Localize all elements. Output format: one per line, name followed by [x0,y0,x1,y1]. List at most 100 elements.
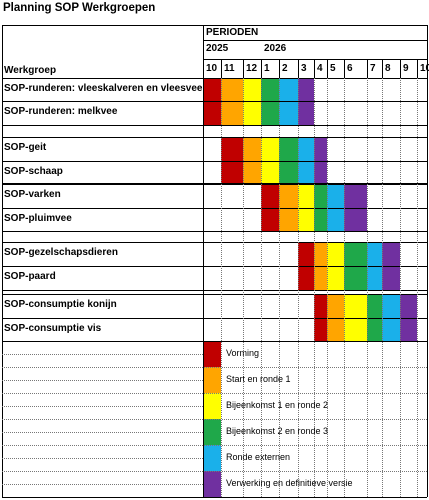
phase-cell-definitief [400,294,417,318]
grid-line [2,432,203,433]
grid-line [2,208,427,209]
group-name: SOP-runderen: vleeskalveren en vleesvee [4,82,203,94]
grid-line [2,78,427,79]
phase-cell-start [243,137,261,161]
group-name: SOP-consumptie konijn [4,299,117,310]
phase-cell-start [279,183,298,208]
legend-label: Verwerking en definitieve versie [226,478,353,488]
legend-label: Start en ronde 1 [226,374,291,384]
grid-line [221,78,222,497]
group-name: SOP-consumptie vis [4,322,102,334]
grid-line [2,101,427,102]
phase-cell-definitief [314,161,327,184]
grid-line [2,406,203,407]
phase-cell-bijeen2 [314,183,327,208]
grid-line [2,318,427,319]
phase-cell-vorming [203,78,221,101]
legend-swatch-definitief [203,471,221,497]
grid-line [400,59,401,78]
grid-line [2,266,427,267]
grid-line [344,59,345,78]
phase-cell-extern [367,242,382,266]
page-title: Planning SOP Werkgroepen [3,2,156,14]
grid-line [203,40,427,41]
grid-line [382,59,383,78]
month-label: 4 [317,63,323,74]
phase-cell-vorming [298,242,314,266]
phase-cell-bijeen1 [327,266,344,290]
grid-line [203,25,204,497]
phase-cell-start [279,208,298,231]
grid-line [2,161,427,162]
grid-line [2,484,203,485]
month-label: 6 [347,63,353,74]
month-label: 2 [282,63,288,74]
month-label: 1 [264,63,270,74]
phase-cell-extern [298,137,314,161]
year-label: 2026 [264,43,287,54]
phase-cell-vorming [221,137,243,161]
grid-line [2,294,427,295]
grid-line [261,78,262,497]
phase-cell-extern [279,78,298,101]
phase-cell-definitief [382,266,400,290]
phase-cell-bijeen1 [243,78,261,101]
phase-cell-vorming [261,183,279,208]
grid-line [2,341,427,342]
phase-cell-definitief [382,242,400,266]
phase-cell-extern [279,101,298,125]
grid-line [2,137,427,138]
phase-cell-bijeen1 [261,137,279,161]
phase-cell-definitief [298,101,314,125]
grid-line [400,78,401,497]
legend-label: Vorming [226,348,260,358]
grid-line [367,78,368,497]
phase-cell-start [327,294,344,318]
month-label: 11 [224,63,235,74]
phase-cell-vorming [221,161,243,184]
phase-cell-vorming [314,318,327,341]
grid-line [2,242,427,243]
phase-cell-start [327,318,344,341]
grid-line [279,78,280,497]
phase-cell-start [221,78,243,101]
grid-line [261,59,262,78]
grid-line [2,380,203,381]
phase-cell-bijeen1 [344,294,367,318]
phase-cell-definitief [400,318,417,341]
grid-line [2,471,427,472]
phase-cell-bijeen2 [344,242,367,266]
phase-cell-vorming [298,266,314,290]
group-name: SOP-runderen: melkvee [4,106,118,117]
month-label: 9 [403,63,409,74]
periods-label: PERIODEN [206,27,259,38]
grid-line [243,59,244,78]
grid-line [2,25,427,26]
grid-line [2,354,203,355]
phase-cell-vorming [314,294,327,318]
phase-cell-start [314,242,327,266]
phase-cell-start [221,101,243,125]
grid-line [2,184,427,185]
phase-cell-definitief [314,137,327,161]
grid-line [314,59,315,78]
phase-cell-bijeen2 [279,137,298,161]
legend-label: Bijeenkomst 2 en ronde 3 [226,426,329,436]
phase-cell-definitief [344,208,367,231]
phase-cell-definitief [298,78,314,101]
month-label: 8 [385,63,391,74]
month-label: 12 [246,63,258,74]
legend-swatch-extern [203,445,221,471]
group-name: SOP-varken [4,188,61,200]
phase-cell-bijeen2 [314,208,327,231]
legend-swatch-bijeen2 [203,419,221,445]
phase-cell-bijeen1 [261,161,279,184]
phase-cell-vorming [203,101,221,125]
grid-line [2,445,427,446]
grid-line [2,25,3,497]
phase-cell-bijeen2 [279,161,298,184]
grid-line [2,419,427,420]
group-name: SOP-paard [4,271,56,282]
grid-line [2,183,427,184]
phase-cell-extern [327,208,344,231]
